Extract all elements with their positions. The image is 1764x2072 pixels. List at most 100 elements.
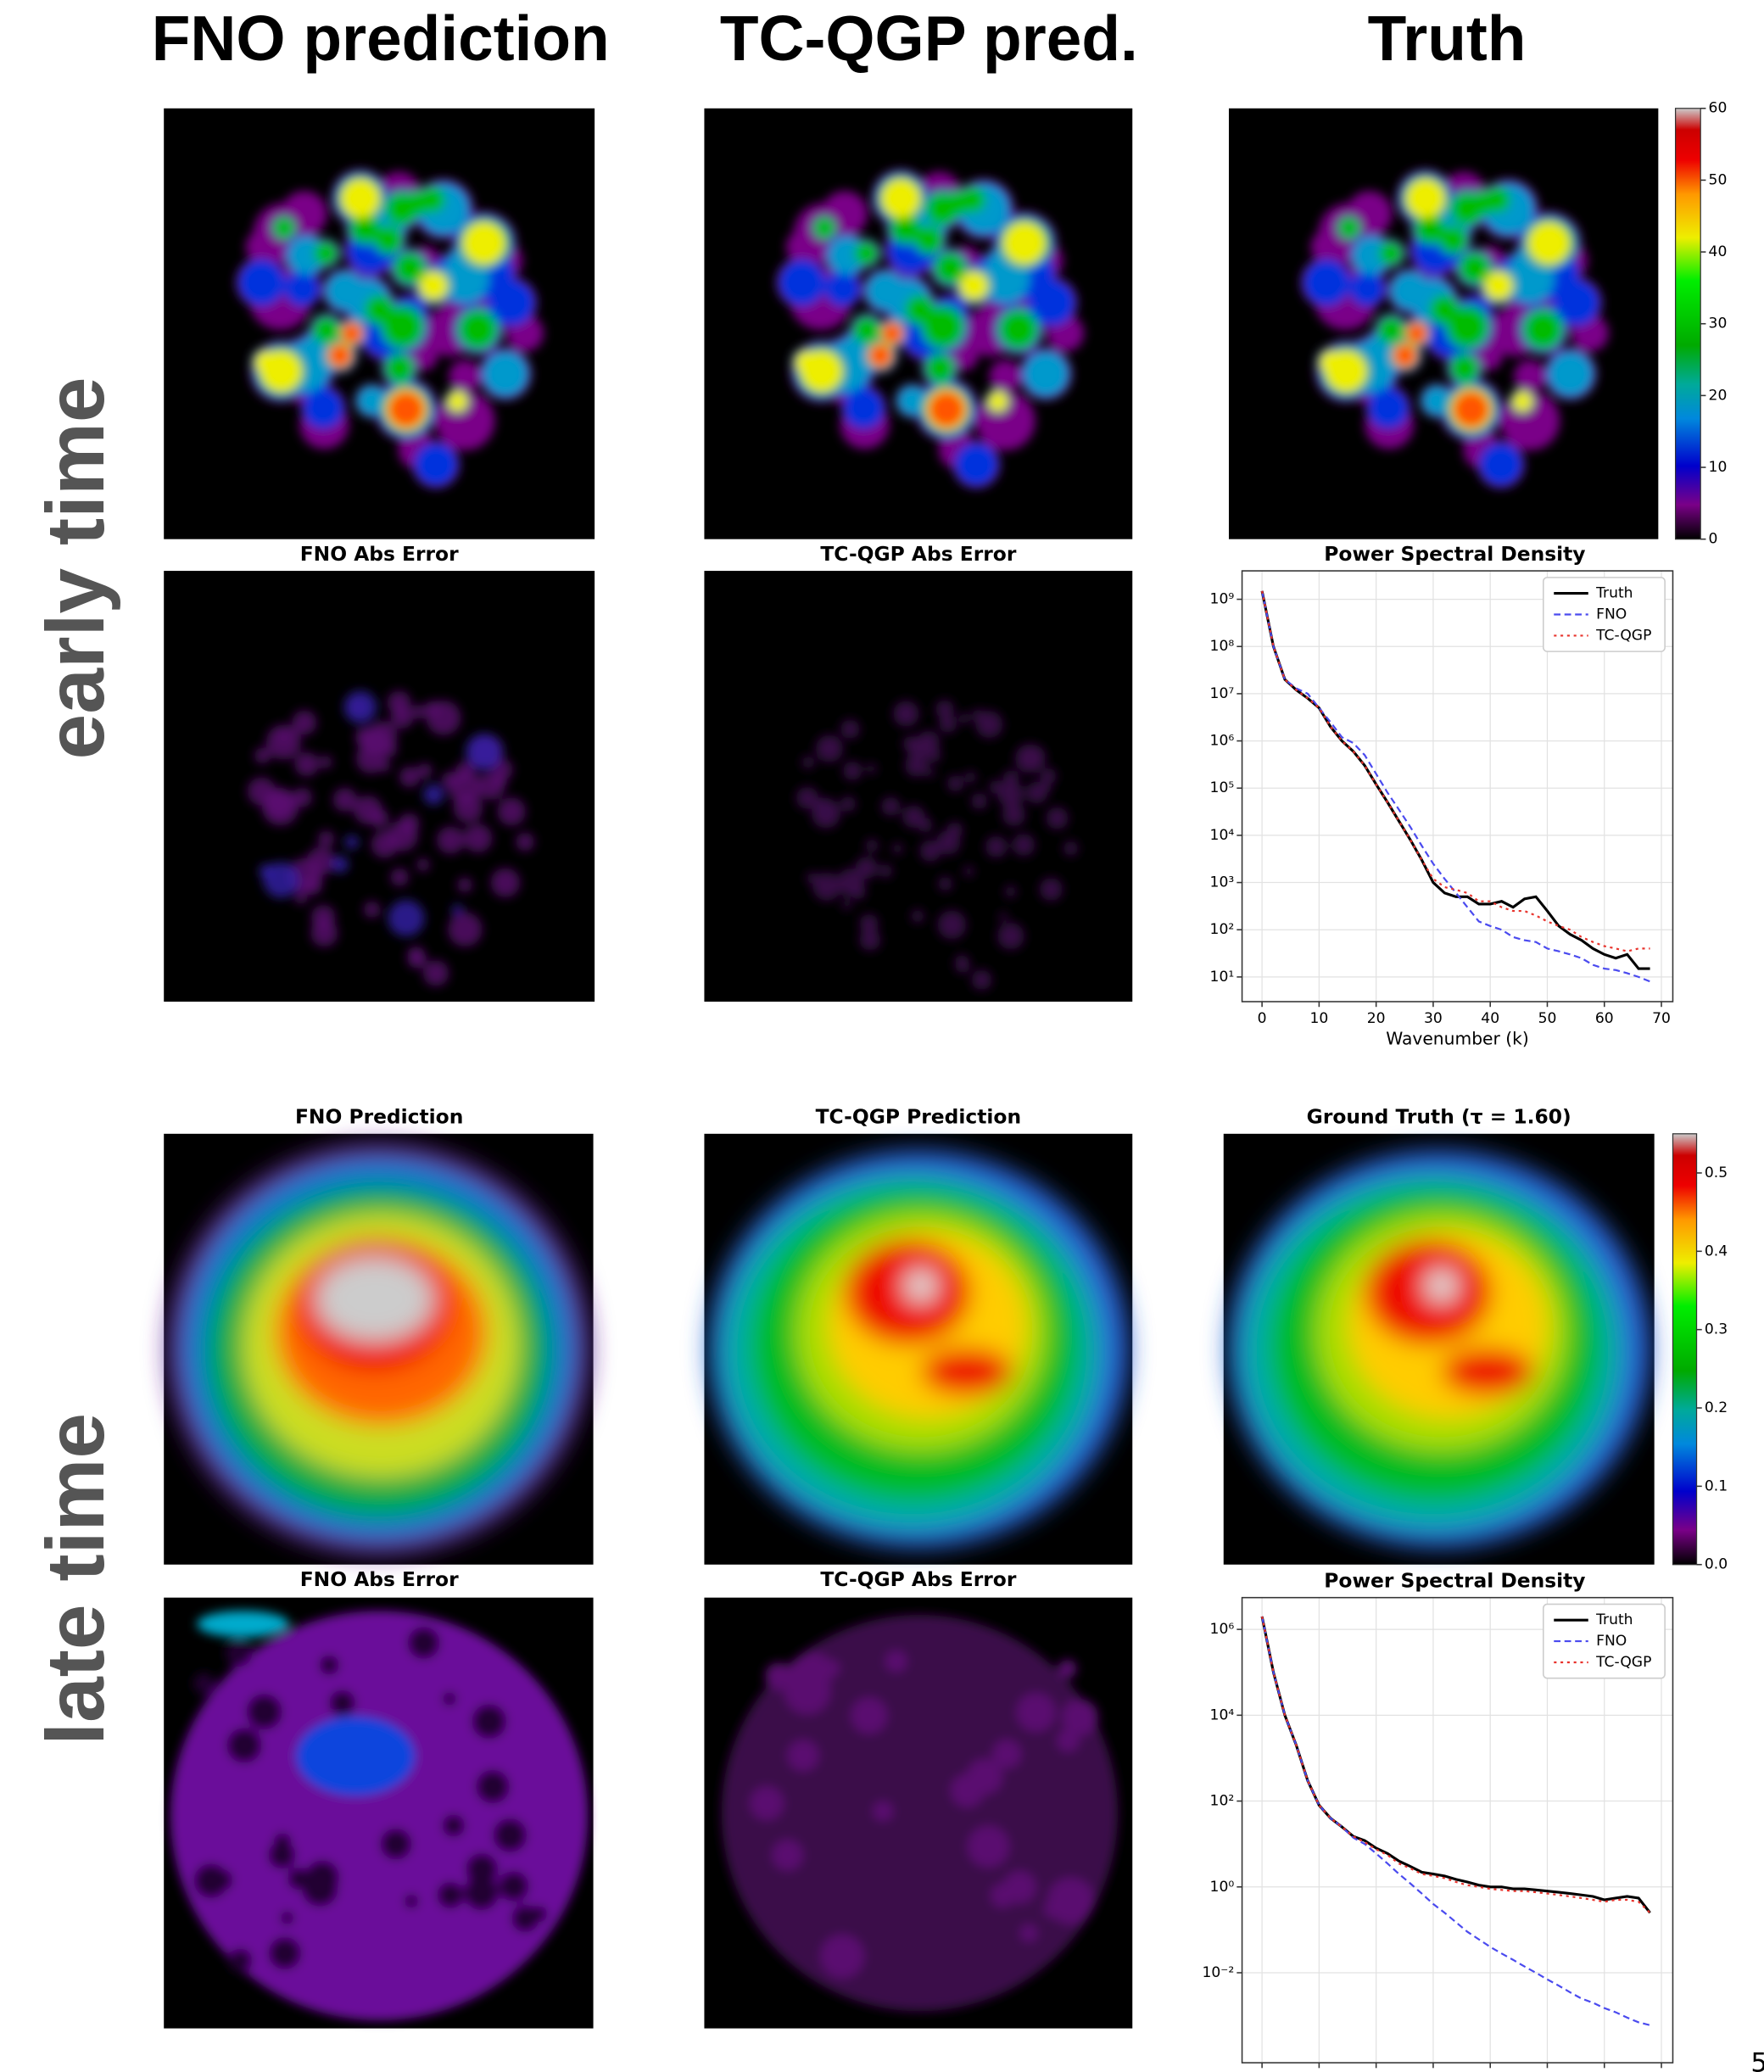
blob bbox=[992, 1740, 1022, 1768]
blob bbox=[1378, 241, 1403, 265]
y-tick-label: 50 bbox=[1709, 171, 1728, 188]
blob bbox=[1046, 807, 1069, 829]
blob bbox=[1063, 841, 1079, 856]
blob bbox=[1405, 179, 1445, 218]
blob bbox=[1523, 310, 1563, 349]
blob bbox=[811, 799, 841, 829]
blob bbox=[1447, 306, 1488, 349]
blob bbox=[840, 796, 857, 813]
blob bbox=[954, 442, 998, 487]
panel-title: FNO Abs Error bbox=[300, 542, 459, 566]
blob bbox=[891, 843, 903, 855]
blob bbox=[1527, 221, 1571, 265]
blob bbox=[399, 766, 421, 788]
blob bbox=[453, 793, 483, 824]
blob bbox=[296, 1716, 416, 1796]
blob bbox=[914, 226, 943, 254]
blob bbox=[211, 1869, 233, 1891]
blob bbox=[1058, 1659, 1077, 1678]
blob bbox=[458, 310, 498, 349]
blob bbox=[972, 709, 985, 722]
blob bbox=[997, 780, 1024, 807]
blob bbox=[778, 259, 826, 306]
blob bbox=[866, 763, 877, 774]
blob bbox=[959, 271, 989, 300]
blob bbox=[265, 724, 302, 760]
blob bbox=[329, 1689, 356, 1717]
blob bbox=[935, 830, 961, 855]
heatmap bbox=[164, 1133, 594, 1565]
heatmap bbox=[164, 108, 595, 539]
x-axis-label: Wavenumber (k) bbox=[1386, 1029, 1529, 1049]
blob bbox=[493, 1818, 528, 1852]
heatmap bbox=[1223, 1133, 1655, 1565]
blob bbox=[385, 354, 415, 383]
blob bbox=[315, 1256, 434, 1342]
blob bbox=[411, 705, 426, 719]
blob bbox=[847, 885, 857, 895]
blob bbox=[911, 909, 924, 923]
blob bbox=[935, 700, 954, 719]
row-label: early time bbox=[31, 377, 121, 759]
blob bbox=[920, 1348, 1013, 1396]
blob bbox=[905, 1270, 937, 1302]
blob bbox=[319, 755, 332, 769]
blob bbox=[462, 221, 505, 265]
blob bbox=[840, 719, 860, 740]
blob bbox=[1337, 216, 1360, 239]
blob bbox=[1484, 187, 1510, 213]
blob bbox=[1024, 351, 1069, 396]
blob bbox=[824, 271, 861, 307]
y-tick-label: 10⁶ bbox=[1210, 733, 1235, 750]
blob bbox=[934, 252, 966, 284]
blob bbox=[363, 901, 381, 919]
blob bbox=[312, 316, 340, 344]
x-tick-label: 10 bbox=[1309, 1010, 1328, 1027]
x-tick-label: 50 bbox=[1538, 1010, 1557, 1027]
heatmap-field bbox=[776, 169, 1085, 489]
blob bbox=[907, 735, 931, 759]
legend bbox=[1543, 1603, 1666, 1679]
blob bbox=[897, 386, 928, 416]
panel-title: TC-QGP Prediction bbox=[816, 1105, 1022, 1129]
blob bbox=[268, 1841, 296, 1869]
blob bbox=[841, 899, 852, 910]
blob bbox=[387, 820, 418, 852]
blob bbox=[1453, 391, 1490, 428]
blob bbox=[925, 354, 955, 383]
blob bbox=[499, 1871, 529, 1902]
blob bbox=[971, 792, 988, 810]
blob bbox=[370, 808, 389, 829]
blob bbox=[904, 753, 929, 778]
blob bbox=[785, 230, 820, 264]
blob bbox=[483, 351, 528, 396]
blob bbox=[1062, 1699, 1098, 1736]
heatmap-field bbox=[167, 1144, 589, 1555]
x-tick-label: 30 bbox=[1424, 1010, 1443, 1027]
blob bbox=[1310, 230, 1345, 264]
blob bbox=[813, 216, 836, 239]
blob bbox=[842, 761, 862, 781]
blob bbox=[851, 1697, 888, 1734]
blob bbox=[302, 387, 344, 429]
blob bbox=[407, 946, 425, 964]
blob bbox=[1044, 1901, 1061, 1918]
y-tick-label: 0.1 bbox=[1705, 1477, 1728, 1494]
blob bbox=[490, 868, 521, 897]
heatmap-field bbox=[170, 1611, 589, 2021]
blob bbox=[1479, 442, 1523, 487]
blob bbox=[465, 733, 503, 771]
legend-label: FNO bbox=[1596, 1633, 1627, 1650]
blob bbox=[260, 350, 302, 393]
blob bbox=[879, 863, 893, 878]
blob bbox=[228, 1948, 253, 1973]
blob bbox=[1421, 386, 1452, 416]
blob bbox=[946, 775, 964, 792]
blob bbox=[319, 1655, 339, 1675]
blob bbox=[842, 387, 885, 429]
blob bbox=[424, 701, 440, 717]
blob bbox=[463, 824, 493, 853]
blob bbox=[477, 772, 505, 801]
blob bbox=[787, 1740, 819, 1772]
blob bbox=[1406, 322, 1427, 344]
